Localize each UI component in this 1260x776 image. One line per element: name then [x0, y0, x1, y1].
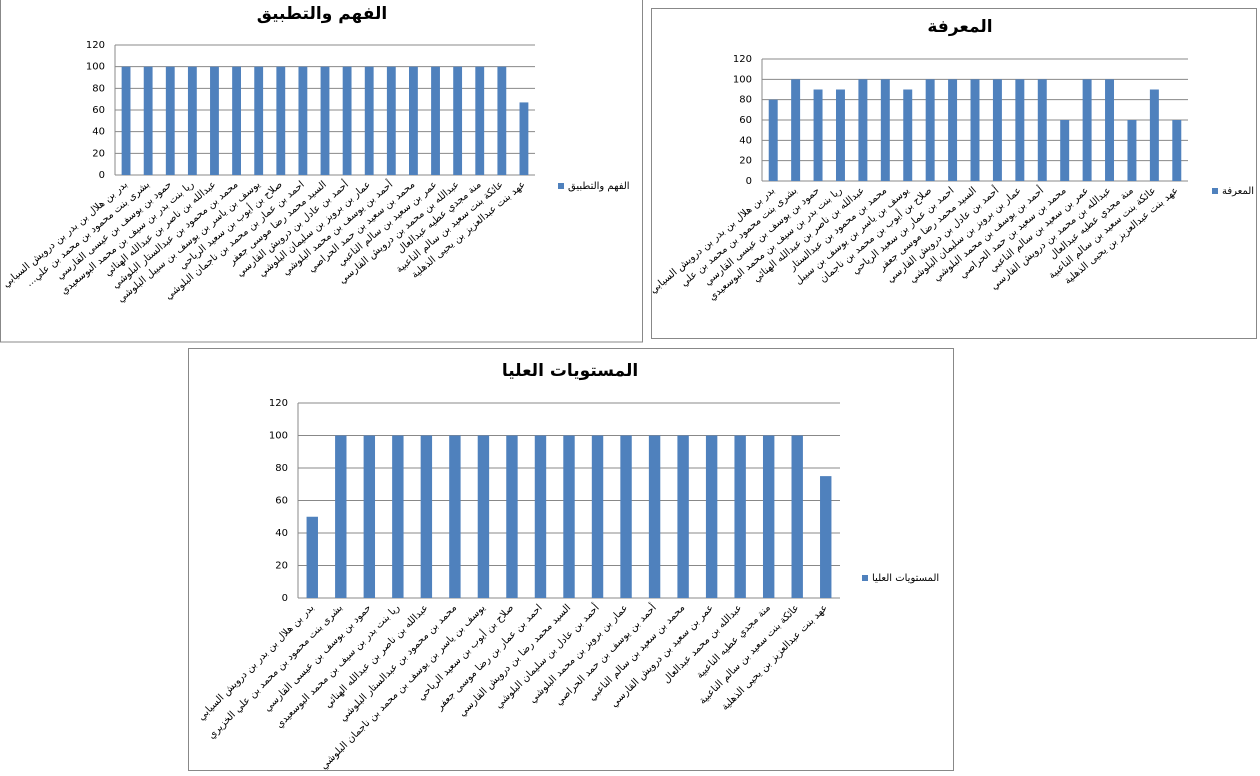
- legend-label: الفهم والتطبيق: [568, 181, 630, 192]
- bar: [335, 435, 347, 598]
- bar: [534, 435, 547, 598]
- bar: [449, 435, 461, 598]
- bar: [121, 66, 131, 175]
- bar: [820, 476, 832, 598]
- y-tick-label: 80: [739, 95, 752, 106]
- bar: [519, 102, 529, 175]
- bar: [858, 79, 868, 181]
- bar: [791, 79, 801, 181]
- bar: [298, 66, 308, 175]
- y-tick-label: 20: [275, 561, 288, 572]
- bar: [970, 79, 980, 181]
- bar: [187, 66, 197, 175]
- y-tick-label: 40: [275, 528, 288, 539]
- bar: [409, 66, 418, 175]
- bar: [420, 435, 433, 598]
- legend-swatch: [862, 575, 868, 581]
- y-tick-label: 60: [275, 496, 288, 507]
- y-tick-label: 0: [746, 176, 752, 187]
- bar: [477, 435, 490, 598]
- y-tick-label: 20: [92, 148, 105, 159]
- bar: [232, 66, 241, 175]
- bar: [431, 66, 440, 175]
- bar: [813, 89, 823, 181]
- bar: [925, 79, 935, 181]
- bar: [165, 66, 175, 175]
- y-tick-label: 0: [99, 170, 105, 181]
- y-tick-label: 120: [269, 398, 288, 409]
- bar: [948, 79, 958, 181]
- bar: [791, 435, 803, 598]
- legend-label: المستويات العليا: [872, 573, 939, 584]
- bar: [276, 66, 286, 175]
- bar: [392, 435, 404, 598]
- y-tick-label: 80: [92, 83, 105, 94]
- bar: [880, 79, 890, 181]
- y-tick-label: 0: [282, 593, 288, 604]
- bar: [734, 435, 746, 598]
- bar: [677, 435, 689, 598]
- bar: [506, 435, 518, 598]
- bar: [762, 435, 775, 598]
- y-tick-label: 120: [733, 54, 752, 65]
- bar: [1127, 120, 1137, 181]
- y-tick-label: 100: [269, 431, 288, 442]
- bar: [1015, 79, 1025, 181]
- legend-label: المعرفة: [1222, 186, 1254, 197]
- bar: [475, 66, 485, 175]
- bar: [620, 435, 632, 598]
- y-tick-label: 20: [739, 156, 752, 167]
- chart-title: الفهم والتطبيق: [257, 4, 387, 24]
- bar: [591, 435, 604, 598]
- bar: [363, 435, 376, 598]
- y-tick-label: 120: [86, 40, 105, 51]
- bar: [648, 435, 661, 598]
- bar: [364, 66, 374, 175]
- bar: [1060, 120, 1070, 181]
- y-tick-label: 40: [92, 127, 105, 138]
- bar: [143, 66, 153, 175]
- legend-swatch: [1212, 188, 1218, 194]
- bar: [254, 66, 264, 175]
- bar: [705, 435, 718, 598]
- chart-title: المستويات العليا: [502, 361, 638, 381]
- y-tick-label: 100: [86, 62, 105, 73]
- bar: [835, 89, 845, 181]
- bar: [1149, 89, 1159, 181]
- bar: [210, 66, 219, 175]
- bar: [497, 66, 507, 175]
- bar: [1082, 79, 1092, 181]
- bar: [1105, 79, 1115, 181]
- y-tick-label: 100: [733, 74, 752, 85]
- bar: [320, 66, 330, 175]
- bar: [768, 99, 778, 181]
- bar: [1172, 120, 1182, 181]
- bar: [386, 66, 396, 175]
- y-tick-label: 60: [739, 115, 752, 126]
- bar: [306, 516, 318, 598]
- bar: [563, 435, 575, 598]
- y-tick-label: 60: [92, 105, 105, 116]
- bar: [1037, 79, 1047, 181]
- bar: [903, 89, 913, 181]
- legend-swatch: [558, 183, 564, 189]
- y-tick-label: 80: [275, 463, 288, 474]
- bar: [453, 66, 463, 175]
- chart-title: المعرفة: [927, 17, 992, 37]
- y-tick-label: 40: [739, 135, 752, 146]
- bar: [342, 66, 352, 175]
- bar: [992, 79, 1002, 181]
